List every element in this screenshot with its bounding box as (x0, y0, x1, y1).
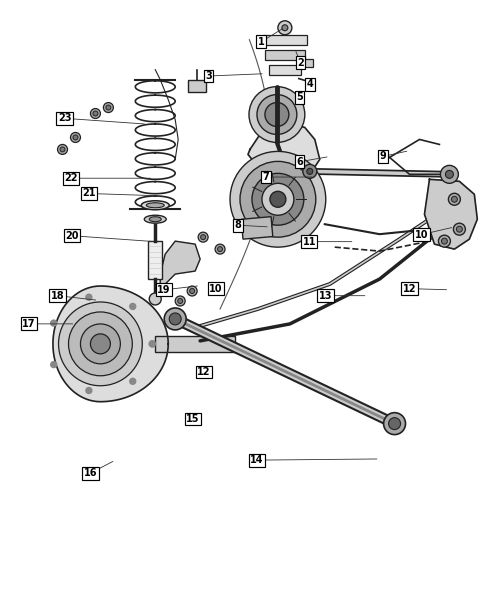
Text: 6: 6 (296, 157, 302, 167)
Circle shape (86, 294, 91, 300)
Polygon shape (247, 121, 319, 181)
Text: 4: 4 (306, 80, 313, 90)
Circle shape (187, 286, 197, 296)
Polygon shape (424, 179, 476, 249)
Circle shape (103, 102, 113, 112)
Circle shape (189, 289, 194, 293)
Circle shape (198, 232, 208, 242)
Circle shape (439, 166, 457, 183)
Bar (188, 80, 206, 91)
Text: 12: 12 (402, 284, 415, 294)
Circle shape (440, 238, 446, 244)
Circle shape (149, 293, 161, 305)
Text: 12: 12 (197, 367, 210, 377)
Circle shape (229, 151, 325, 247)
Circle shape (200, 234, 205, 240)
Circle shape (248, 87, 304, 143)
Circle shape (51, 362, 57, 368)
Text: 15: 15 (186, 414, 199, 424)
Bar (262, 35, 306, 45)
Text: 10: 10 (209, 284, 222, 294)
Text: 10: 10 (414, 230, 427, 240)
Bar (241, 217, 272, 239)
Polygon shape (53, 286, 168, 402)
Circle shape (388, 418, 400, 429)
Circle shape (58, 144, 67, 154)
Text: 3: 3 (205, 71, 212, 81)
Text: 17: 17 (22, 319, 35, 329)
Circle shape (73, 135, 78, 140)
Circle shape (277, 21, 291, 35)
Circle shape (261, 183, 293, 215)
Circle shape (453, 223, 465, 235)
Circle shape (130, 378, 136, 384)
Ellipse shape (144, 215, 166, 223)
Circle shape (383, 413, 405, 435)
Text: 8: 8 (234, 220, 241, 230)
Circle shape (451, 196, 456, 202)
Ellipse shape (141, 201, 169, 210)
Text: 20: 20 (65, 231, 79, 241)
Circle shape (444, 170, 453, 178)
Circle shape (177, 299, 182, 303)
Polygon shape (160, 241, 200, 289)
Circle shape (90, 108, 100, 118)
Circle shape (149, 341, 155, 347)
Text: 2: 2 (297, 58, 303, 68)
Bar (155, 336, 235, 352)
Circle shape (257, 95, 296, 134)
Text: 19: 19 (157, 285, 170, 295)
Circle shape (455, 226, 461, 232)
Text: 7: 7 (262, 172, 269, 182)
Text: 5: 5 (296, 92, 302, 102)
Circle shape (68, 312, 132, 376)
Circle shape (214, 244, 225, 254)
Text: 18: 18 (51, 291, 64, 300)
Text: 13: 13 (318, 291, 332, 300)
Bar (302, 59, 312, 67)
Circle shape (175, 296, 185, 306)
Circle shape (169, 313, 181, 325)
Bar (148, 241, 162, 279)
Circle shape (93, 111, 98, 116)
Text: 9: 9 (378, 151, 385, 161)
Bar (268, 65, 300, 75)
Ellipse shape (149, 217, 161, 221)
Ellipse shape (146, 203, 164, 208)
Bar (264, 49, 304, 59)
Circle shape (80, 324, 120, 364)
Text: 14: 14 (250, 455, 263, 465)
Circle shape (60, 147, 65, 152)
Text: 1: 1 (257, 37, 264, 47)
Circle shape (270, 191, 285, 207)
Circle shape (90, 334, 110, 354)
Circle shape (281, 25, 287, 31)
Circle shape (106, 105, 111, 110)
Circle shape (306, 168, 312, 174)
Circle shape (302, 164, 316, 178)
Circle shape (240, 161, 315, 237)
Circle shape (252, 173, 303, 225)
Circle shape (86, 388, 91, 393)
Circle shape (264, 102, 288, 127)
Text: 23: 23 (58, 113, 71, 123)
Circle shape (51, 320, 57, 326)
Circle shape (217, 247, 222, 252)
Circle shape (70, 133, 80, 143)
Circle shape (130, 303, 136, 309)
Text: 16: 16 (84, 468, 97, 478)
Text: 11: 11 (302, 237, 316, 247)
Text: 22: 22 (64, 173, 77, 183)
Text: 21: 21 (82, 188, 95, 198)
Circle shape (59, 302, 142, 386)
Circle shape (438, 235, 450, 247)
Circle shape (149, 341, 155, 347)
Circle shape (164, 308, 186, 330)
Circle shape (448, 193, 459, 205)
